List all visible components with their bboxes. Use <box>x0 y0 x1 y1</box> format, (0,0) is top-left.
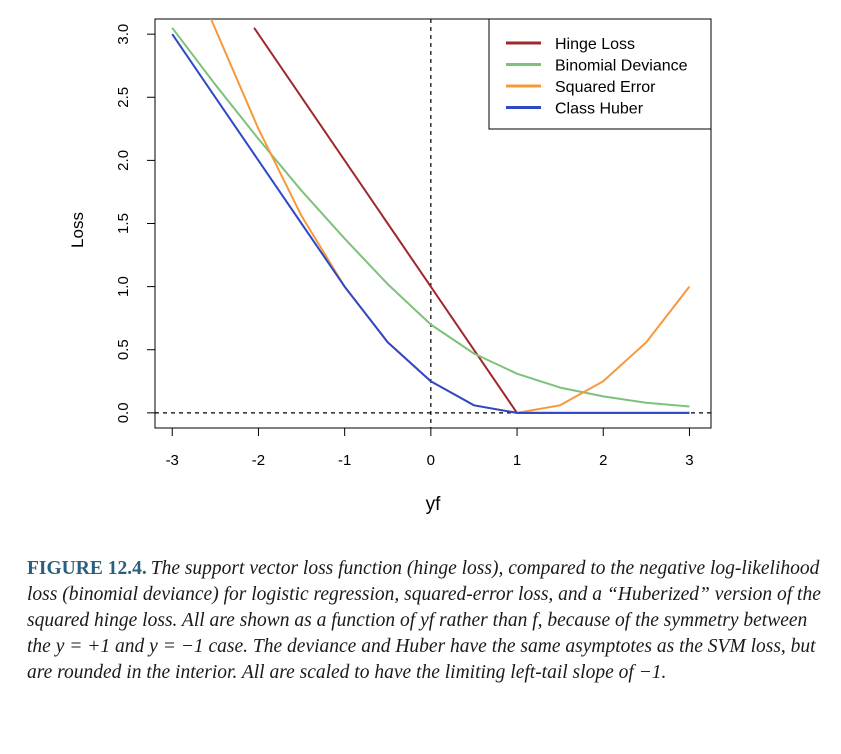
loss-function-chart: -3 -2 -1 0 1 2 3 0.0 0.5 1.0 1.5 2.0 2.5 3.0 yf Loss… <box>68 18 712 515</box>
legend-box <box>488 18 712 130</box>
series-line-binomial-deviance <box>171 27 690 408</box>
y-axis-label: Loss <box>68 212 87 248</box>
y-tick-label: 3.0 <box>115 24 132 45</box>
y-tick-label: 2.5 <box>115 87 132 108</box>
x-tick-label: 1 <box>513 452 521 469</box>
figure-label: FIGURE 12.4. <box>27 558 147 579</box>
x-tick-label: -1 <box>338 452 351 469</box>
x-axis-label: yf <box>426 494 442 515</box>
figure-caption: FIGURE 12.4. The support vector loss func… <box>27 556 827 686</box>
y-tick-label: 0.5 <box>115 339 132 360</box>
legend: Hinge Loss Binomial Deviance Squared Error… <box>488 18 712 130</box>
x-tick-label: 0 <box>427 452 435 469</box>
y-tick-label: 0.0 <box>115 402 132 423</box>
series-line-class-huber <box>171 33 690 414</box>
caption-text: The support vector loss function (hinge … <box>27 558 821 683</box>
legend-label: Class Huber <box>555 101 644 118</box>
legend-label: Binomial Deviance <box>555 58 688 75</box>
x-tick-label: -3 <box>166 452 179 469</box>
x-tick-label: 3 <box>685 452 693 469</box>
x-tick-label: 2 <box>599 452 607 469</box>
x-tick-label: -2 <box>252 452 265 469</box>
legend-label: Hinge Loss <box>555 36 635 53</box>
legend-label: Squared Error <box>555 79 656 96</box>
y-tick-label: 1.5 <box>115 213 132 234</box>
y-tick-label: 1.0 <box>115 276 132 297</box>
y-tick-label: 2.0 <box>115 150 132 171</box>
